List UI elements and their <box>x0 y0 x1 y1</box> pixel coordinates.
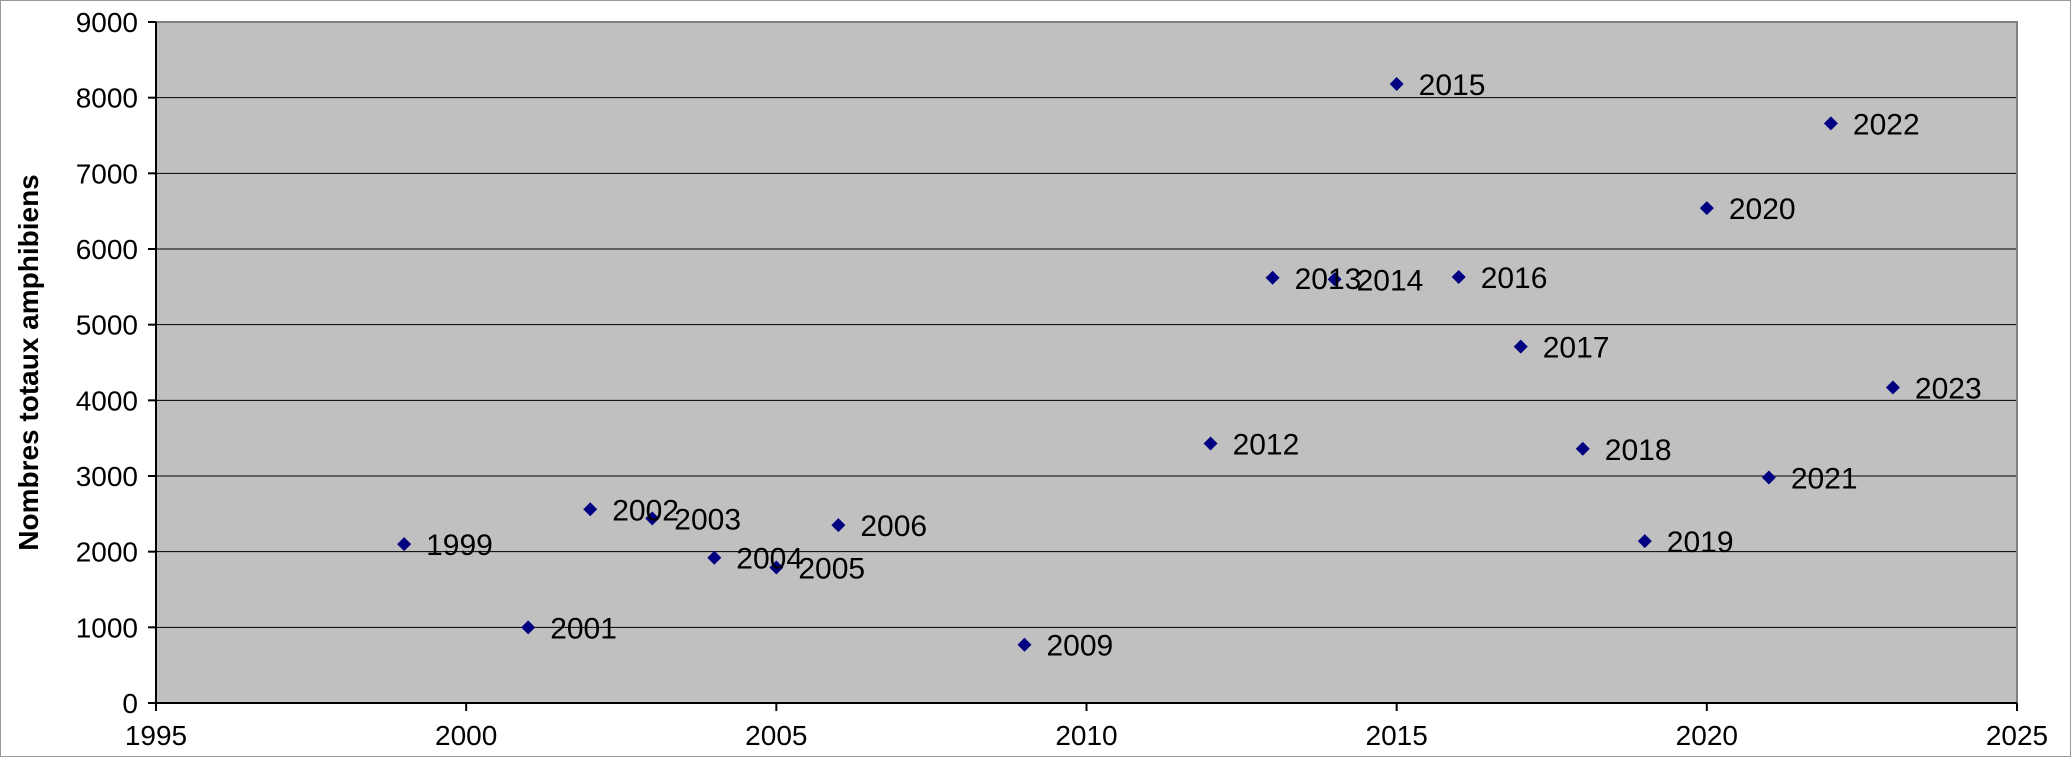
data-point-2018 <box>1575 441 1590 456</box>
data-point-2022 <box>1823 116 1838 131</box>
y-tick-label-5000: 5000 <box>76 310 138 341</box>
data-point-2015 <box>1389 77 1404 92</box>
y-tick-label-7000: 7000 <box>76 158 138 189</box>
y-axis-title: Nombres totaux amphibiens <box>13 174 44 551</box>
data-point-2023 <box>1885 380 1900 395</box>
data-point-2017 <box>1513 339 1528 354</box>
data-label-2009: 2009 <box>1046 630 1113 663</box>
data-point-2006 <box>831 518 846 533</box>
x-tick-label-1995: 1995 <box>125 720 187 751</box>
data-label-2003: 2003 <box>674 503 741 536</box>
data-label-2023: 2023 <box>1915 372 1982 405</box>
data-point-2021 <box>1761 470 1776 485</box>
data-point-2012 <box>1203 436 1218 451</box>
data-label-2014: 2014 <box>1357 264 1424 297</box>
data-label-2019: 2019 <box>1667 526 1734 559</box>
data-point-2019 <box>1637 534 1652 549</box>
y-tick-label-2000: 2000 <box>76 537 138 568</box>
y-tick-label-6000: 6000 <box>76 234 138 265</box>
data-label-1999: 1999 <box>426 529 493 562</box>
data-label-2001: 2001 <box>550 612 617 645</box>
data-point-2016 <box>1451 269 1466 284</box>
y-tick-label-0: 0 <box>122 688 138 719</box>
y-tick-label-4000: 4000 <box>76 385 138 416</box>
data-point-1999 <box>397 537 412 552</box>
data-points <box>397 77 1900 652</box>
x-tick-label-2015: 2015 <box>1366 720 1428 751</box>
x-tick-label-2010: 2010 <box>1055 720 1117 751</box>
x-tick-label-2025: 2025 <box>1986 720 2048 751</box>
data-point-2004 <box>707 550 722 565</box>
data-label-2016: 2016 <box>1481 262 1548 295</box>
data-point-2001 <box>521 620 536 635</box>
axes <box>148 21 2018 711</box>
data-label-2002: 2002 <box>612 494 679 527</box>
data-point-2002 <box>583 502 598 517</box>
data-label-2020: 2020 <box>1729 193 1796 226</box>
data-label-2021: 2021 <box>1791 463 1858 496</box>
data-label-2015: 2015 <box>1419 69 1486 102</box>
x-tick-label-2000: 2000 <box>435 720 497 751</box>
data-point-2009 <box>1017 637 1032 652</box>
data-point-2013 <box>1265 270 1280 285</box>
data-label-2017: 2017 <box>1543 332 1610 365</box>
x-tick-label-2020: 2020 <box>1676 720 1738 751</box>
data-label-2012: 2012 <box>1233 428 1300 461</box>
data-point-2003 <box>645 511 660 526</box>
y-tick-label-3000: 3000 <box>76 461 138 492</box>
data-label-2018: 2018 <box>1605 434 1672 467</box>
data-label-2013: 2013 <box>1295 263 1362 296</box>
y-tick-label-1000: 1000 <box>76 612 138 643</box>
data-point-2005 <box>769 560 784 575</box>
y-tick-label-8000: 8000 <box>76 83 138 114</box>
data-label-2006: 2006 <box>860 510 927 543</box>
data-point-2020 <box>1699 201 1714 216</box>
y-tick-label-9000: 9000 <box>76 7 138 38</box>
x-tick-label-2005: 2005 <box>745 720 807 751</box>
data-label-2005: 2005 <box>798 553 865 586</box>
data-label-2004: 2004 <box>736 543 803 576</box>
plot-area <box>156 22 2017 703</box>
data-label-2022: 2022 <box>1853 108 1920 141</box>
data-point-2014 <box>1327 272 1342 287</box>
tick-labels: 0 1000 2000 3000 4000 5000 6000 7000 8000 9000 199… <box>76 7 2048 751</box>
